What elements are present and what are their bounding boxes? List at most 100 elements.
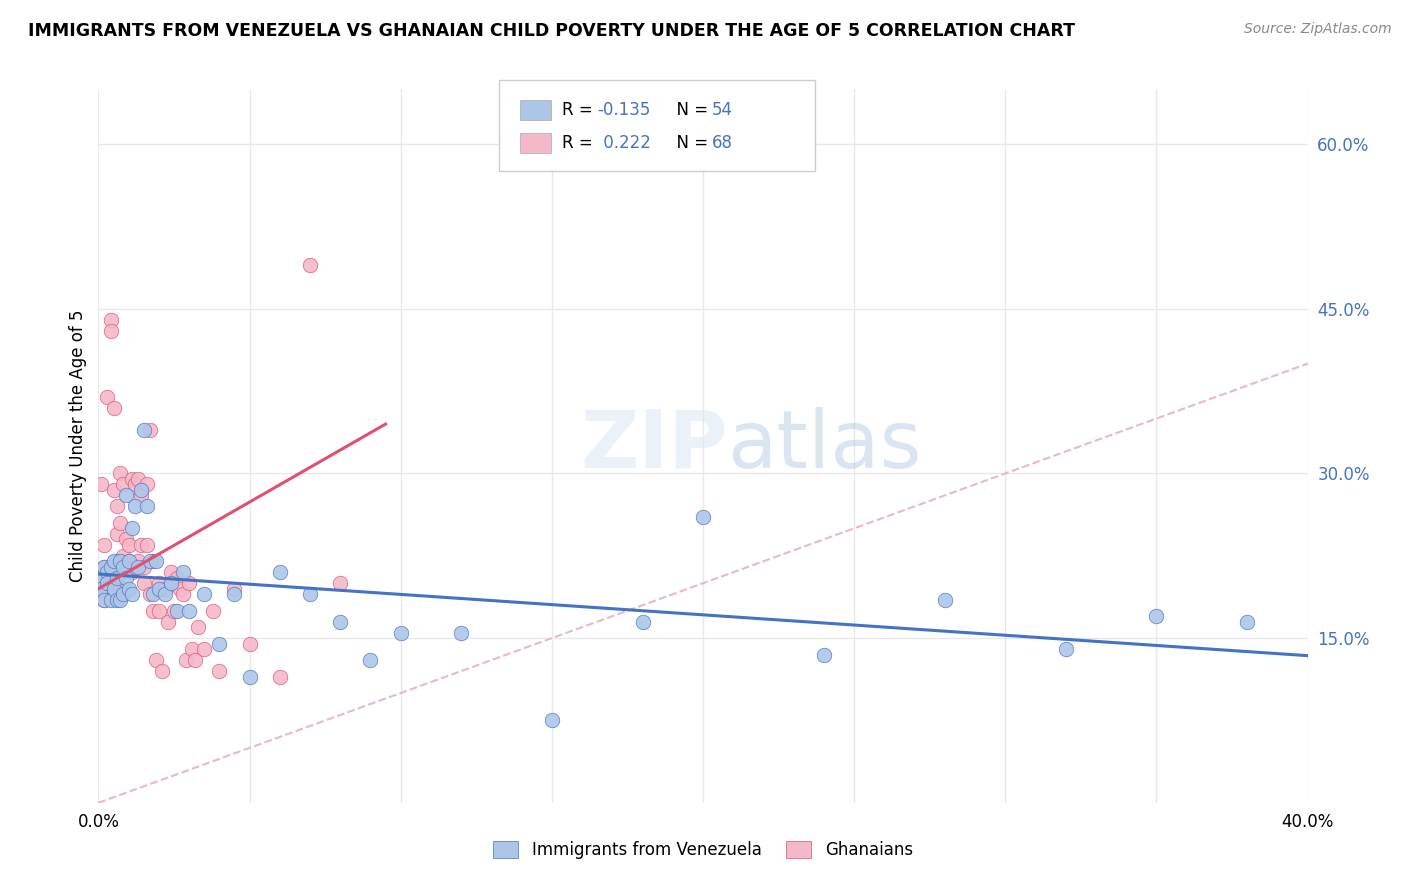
- Point: [103, 582, 125, 596]
- Point: [208, 637, 231, 651]
- Point: [127, 472, 149, 486]
- Point: [139, 587, 162, 601]
- Point: [135, 500, 157, 514]
- Point: [142, 604, 165, 618]
- Point: [93, 559, 115, 574]
- Legend: Immigrants from Venezuela, Ghanaians: Immigrants from Venezuela, Ghanaians: [486, 834, 920, 866]
- Point: [269, 566, 291, 580]
- Point: [224, 582, 246, 596]
- Point: [299, 258, 322, 272]
- Point: [121, 587, 143, 601]
- Point: [181, 642, 204, 657]
- Point: [166, 604, 188, 618]
- Point: [108, 554, 131, 568]
- Point: [135, 538, 157, 552]
- Y-axis label: Child Poverty Under the Age of 5: Child Poverty Under the Age of 5: [69, 310, 87, 582]
- Point: [111, 477, 134, 491]
- Point: [124, 500, 146, 514]
- Point: [148, 576, 170, 591]
- Point: [93, 559, 115, 574]
- Point: [114, 559, 136, 574]
- Point: [103, 483, 125, 497]
- Text: atlas: atlas: [727, 407, 921, 485]
- Point: [1144, 609, 1167, 624]
- Text: N =: N =: [666, 134, 714, 152]
- Point: [124, 559, 146, 574]
- Point: [174, 653, 197, 667]
- Point: [187, 620, 209, 634]
- Point: [166, 571, 188, 585]
- Point: [96, 559, 118, 574]
- Point: [103, 554, 125, 568]
- Point: [90, 582, 112, 596]
- Point: [121, 521, 143, 535]
- Point: [111, 559, 134, 574]
- Point: [127, 554, 149, 568]
- Point: [114, 571, 136, 585]
- Point: [105, 592, 128, 607]
- Point: [93, 592, 115, 607]
- Point: [96, 582, 118, 596]
- Point: [96, 566, 118, 580]
- Point: [127, 559, 149, 574]
- Point: [105, 526, 128, 541]
- Point: [111, 549, 134, 563]
- Point: [389, 625, 412, 640]
- Point: [150, 664, 173, 678]
- Point: [184, 653, 207, 667]
- Point: [692, 510, 714, 524]
- Point: [139, 554, 162, 568]
- Point: [1054, 642, 1077, 657]
- Point: [239, 669, 262, 683]
- Point: [239, 637, 262, 651]
- Point: [108, 582, 131, 596]
- Point: [93, 592, 115, 607]
- Point: [132, 423, 155, 437]
- Point: [160, 566, 183, 580]
- Point: [96, 576, 118, 591]
- Point: [103, 582, 125, 596]
- Text: Source: ZipAtlas.com: Source: ZipAtlas.com: [1244, 22, 1392, 37]
- Point: [121, 566, 143, 580]
- Point: [153, 587, 176, 601]
- Point: [1236, 615, 1258, 629]
- Point: [100, 312, 122, 326]
- Point: [540, 714, 562, 728]
- Text: R =: R =: [562, 101, 599, 119]
- Point: [105, 500, 128, 514]
- Point: [100, 571, 122, 585]
- Point: [129, 488, 152, 502]
- Point: [299, 587, 322, 601]
- Point: [934, 592, 956, 607]
- Point: [118, 538, 141, 552]
- Text: 68: 68: [711, 134, 733, 152]
- Point: [269, 669, 291, 683]
- Point: [96, 390, 118, 404]
- Point: [142, 587, 165, 601]
- Point: [193, 642, 215, 657]
- Point: [129, 483, 152, 497]
- Text: 54: 54: [711, 101, 733, 119]
- Point: [90, 571, 112, 585]
- Point: [208, 664, 231, 678]
- Point: [224, 587, 246, 601]
- Point: [163, 604, 186, 618]
- Point: [93, 538, 115, 552]
- Point: [329, 615, 352, 629]
- Point: [813, 648, 835, 662]
- Point: [90, 582, 112, 596]
- Point: [90, 477, 112, 491]
- Point: [90, 566, 112, 580]
- Point: [172, 566, 194, 580]
- Point: [103, 401, 125, 415]
- Point: [108, 592, 131, 607]
- Point: [100, 559, 122, 574]
- Point: [179, 576, 201, 591]
- Text: N =: N =: [666, 101, 714, 119]
- Point: [132, 559, 155, 574]
- Point: [160, 576, 183, 591]
- Point: [193, 587, 215, 601]
- Point: [148, 582, 170, 596]
- Point: [360, 653, 382, 667]
- Point: [111, 582, 134, 596]
